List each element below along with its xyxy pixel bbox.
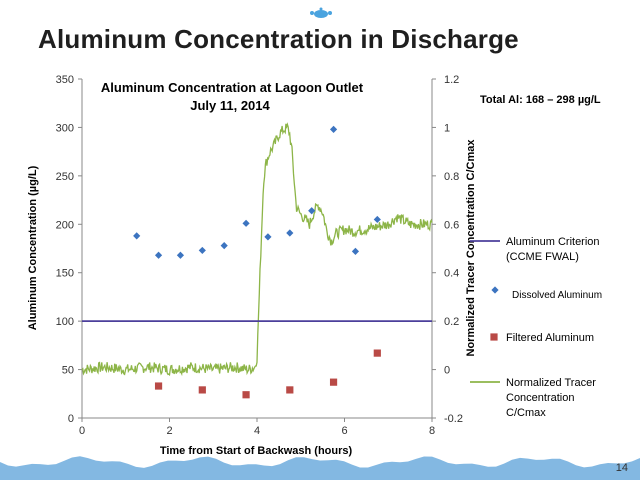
y2-axis-label: Normalized Tracer Concentration C/Cmax [465,139,477,357]
x-tick-label: 2 [166,425,172,437]
dissolved-point [198,246,206,255]
chart-axes: 0 2 4 6 8 0 50 100 150 200 250 300 350 -0.2 0 0.2 0.4 0.6… [56,74,463,437]
chart-inner-title-line1: Aluminum Concentration at Lagoon Outlet [101,80,364,95]
y-tick-label: 100 [56,316,74,328]
x-tick-label: 6 [341,425,347,437]
filtered-point [154,382,163,390]
legend-criterion-label: (CCME FWAL) [506,251,579,263]
dissolved-point [373,215,381,224]
dissolved-point [176,251,185,259]
y-axis-label: Aluminum Concentration (µg/L) [27,165,39,330]
x-tick-label: 8 [429,425,435,437]
y-tick-label: 300 [56,122,74,134]
filtered-point [242,391,250,399]
x-tick-label: 0 [79,425,85,437]
legend-dissolved-label: Dissolved Aluminum [512,290,602,301]
y-tick-label: 200 [56,219,74,231]
water-drop-logo-icon [310,7,332,18]
y2-tick-label: 0 [444,365,450,377]
legend-criterion-label: Aluminum Criterion [506,236,600,248]
dissolved-point [154,251,163,259]
total-al-annotation: Total Al: 168 – 298 µg/L [480,94,601,106]
chart-inner-title-line2: July 11, 2014 [190,98,270,113]
chart-legend: Aluminum Criterion (CCME FWAL) Dissolved A… [470,236,602,419]
legend-filtered-label: Filtered Aluminum [506,332,594,344]
dissolved-point [351,247,360,256]
x-axis-label: Time from Start of Backwash (hours) [160,445,353,457]
x-tick-label: 4 [254,425,260,437]
y-tick-label: 0 [68,413,74,425]
y2-tick-label: 0.2 [444,316,459,328]
y2-tick-label: 1 [444,122,450,134]
y-tick-label: 50 [62,365,74,377]
y-tick-label: 150 [56,268,74,280]
y2-tick-label: 1.2 [444,74,459,86]
dissolved-point [308,207,316,215]
legend-dissolved-swatch [491,286,499,294]
legend-tracer-label: Concentration [506,392,575,404]
dissolved-point [264,233,272,241]
y2-tick-label: 0.8 [444,171,459,183]
y2-tick-label: -0.2 [444,413,463,425]
legend-tracer-label: Normalized Tracer [506,377,596,389]
chart-series [81,122,433,399]
legend-filtered-swatch [490,333,498,341]
water-wave-decoration [0,456,640,480]
dissolved-point [220,241,228,250]
tracer-series-line [81,122,433,377]
filtered-point [198,386,206,394]
y2-tick-label: 0.4 [444,268,459,280]
dissolved-point [286,229,294,237]
page-number: 14 [615,462,628,474]
slide-title: Aluminum Concentration in Discharge [38,24,519,54]
dissolved-point [329,125,338,133]
y-tick-label: 350 [56,74,74,86]
legend-tracer-label: C/Cmax [506,407,546,419]
filtered-point [329,378,338,386]
dissolved-point [242,219,250,227]
y-tick-label: 250 [56,171,74,183]
filtered-point [286,386,294,394]
filtered-point [373,349,381,357]
dissolved-point [133,232,141,240]
y2-tick-label: 0.6 [444,219,459,231]
